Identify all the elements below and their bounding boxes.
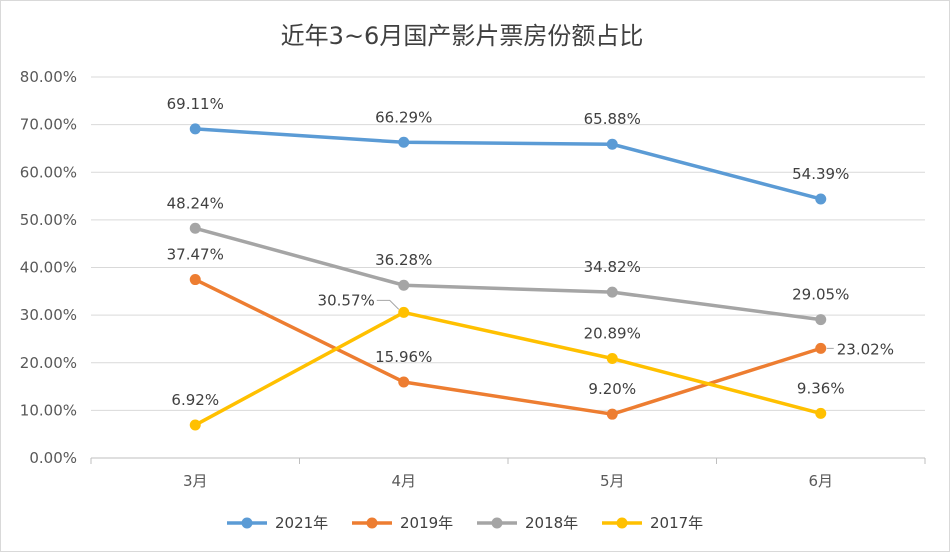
data-point (189, 419, 201, 431)
data-point (606, 286, 618, 298)
y-tick-label: 80.00% (20, 68, 77, 86)
data-label: 30.57% (318, 291, 375, 309)
data-point (398, 136, 410, 148)
data-label: 29.05% (792, 286, 849, 304)
data-point (398, 279, 410, 291)
data-label: 20.89% (584, 325, 641, 343)
y-tick-label: 40.00% (20, 259, 77, 277)
y-tick-label: 10.00% (20, 401, 77, 419)
data-label: 65.88% (584, 110, 641, 128)
data-point (815, 342, 827, 354)
data-point (606, 353, 618, 365)
data-point (815, 314, 827, 326)
legend-label: 2017年 (650, 514, 703, 532)
chart-title: 近年3~6月国产影片票房份额占比 (281, 22, 644, 50)
x-tick-label: 4月 (391, 472, 416, 490)
legend-marker (366, 517, 378, 529)
x-tick-label: 3月 (183, 472, 208, 490)
data-point (398, 376, 410, 388)
data-label: 9.20% (588, 380, 636, 398)
data-label: 69.11% (167, 95, 224, 113)
legend-marker (491, 517, 503, 529)
data-label: 66.29% (375, 108, 432, 126)
data-point (398, 306, 410, 318)
series-line-2021年 (193, 127, 823, 201)
data-label: 15.96% (375, 348, 432, 366)
data-point (189, 222, 201, 234)
series-line-2018年 (193, 226, 823, 322)
x-tick-label: 6月 (808, 472, 833, 490)
y-tick-label: 60.00% (20, 163, 77, 181)
legend-label: 2019年 (400, 514, 453, 532)
data-label: 36.28% (375, 251, 432, 269)
series-line-2019年 (193, 277, 823, 416)
data-point (815, 193, 827, 205)
y-tick-label: 20.00% (20, 354, 77, 372)
data-point (815, 407, 827, 419)
series-line-2017年 (193, 310, 823, 427)
data-label: 48.24% (167, 194, 224, 212)
y-tick-label: 70.00% (20, 116, 77, 134)
data-label: 37.47% (167, 246, 224, 264)
x-tick-label: 5月 (600, 472, 625, 490)
legend-label: 2018年 (525, 514, 578, 532)
data-point (189, 123, 201, 135)
data-label: 9.36% (797, 379, 845, 397)
legend-marker (241, 517, 253, 529)
y-tick-label: 50.00% (20, 211, 77, 229)
data-label: 23.02% (837, 340, 894, 358)
data-point (606, 138, 618, 150)
y-tick-label: 30.00% (20, 306, 77, 324)
data-label: 54.39% (792, 165, 849, 183)
legend-marker (616, 517, 628, 529)
data-label: 6.92% (171, 391, 219, 409)
leader-line (376, 299, 400, 310)
data-label: 34.82% (584, 258, 641, 276)
y-tick-label: 0.00% (29, 449, 77, 467)
data-point (606, 408, 618, 420)
data-point (189, 274, 201, 286)
legend-label: 2021年 (275, 514, 328, 532)
